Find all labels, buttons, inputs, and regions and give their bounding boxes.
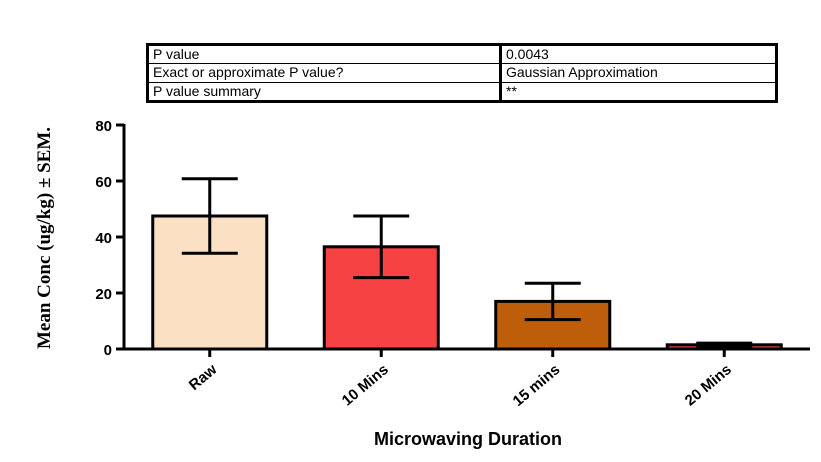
p-value-summary-label: P value summary	[147, 81, 502, 103]
x-tick-label: 15 mins	[510, 361, 564, 410]
plot-area: 0 20 40 60 80 Raw 10 Mins 15 mins 20 Mins	[95, 118, 810, 410]
y-tick-label: 80	[95, 118, 112, 135]
y-tick-label: 0	[104, 342, 112, 359]
y-tick-label: 40	[95, 230, 112, 247]
exact-or-approximate-label: Exact or approximate P value?	[147, 63, 502, 83]
p-value-summary-value: **	[500, 81, 777, 103]
y-axis-title: Mean Conc (ug/kg) ± SEM.	[34, 127, 55, 349]
statistics-table: P value 0.0043 Exact or approximate P va…	[146, 43, 778, 103]
table-row: P value summary **	[147, 81, 777, 103]
x-tick-label: Raw	[186, 361, 221, 394]
table-row: Exact or approximate P value? Gaussian A…	[147, 63, 777, 83]
y-tick-label: 20	[95, 286, 112, 303]
x-axis-title: Microwaving Duration	[374, 429, 562, 449]
y-tick-label: 60	[95, 174, 112, 191]
x-tick-label: 10 Mins	[339, 361, 392, 409]
x-tick-label: 20 Mins	[682, 361, 735, 409]
